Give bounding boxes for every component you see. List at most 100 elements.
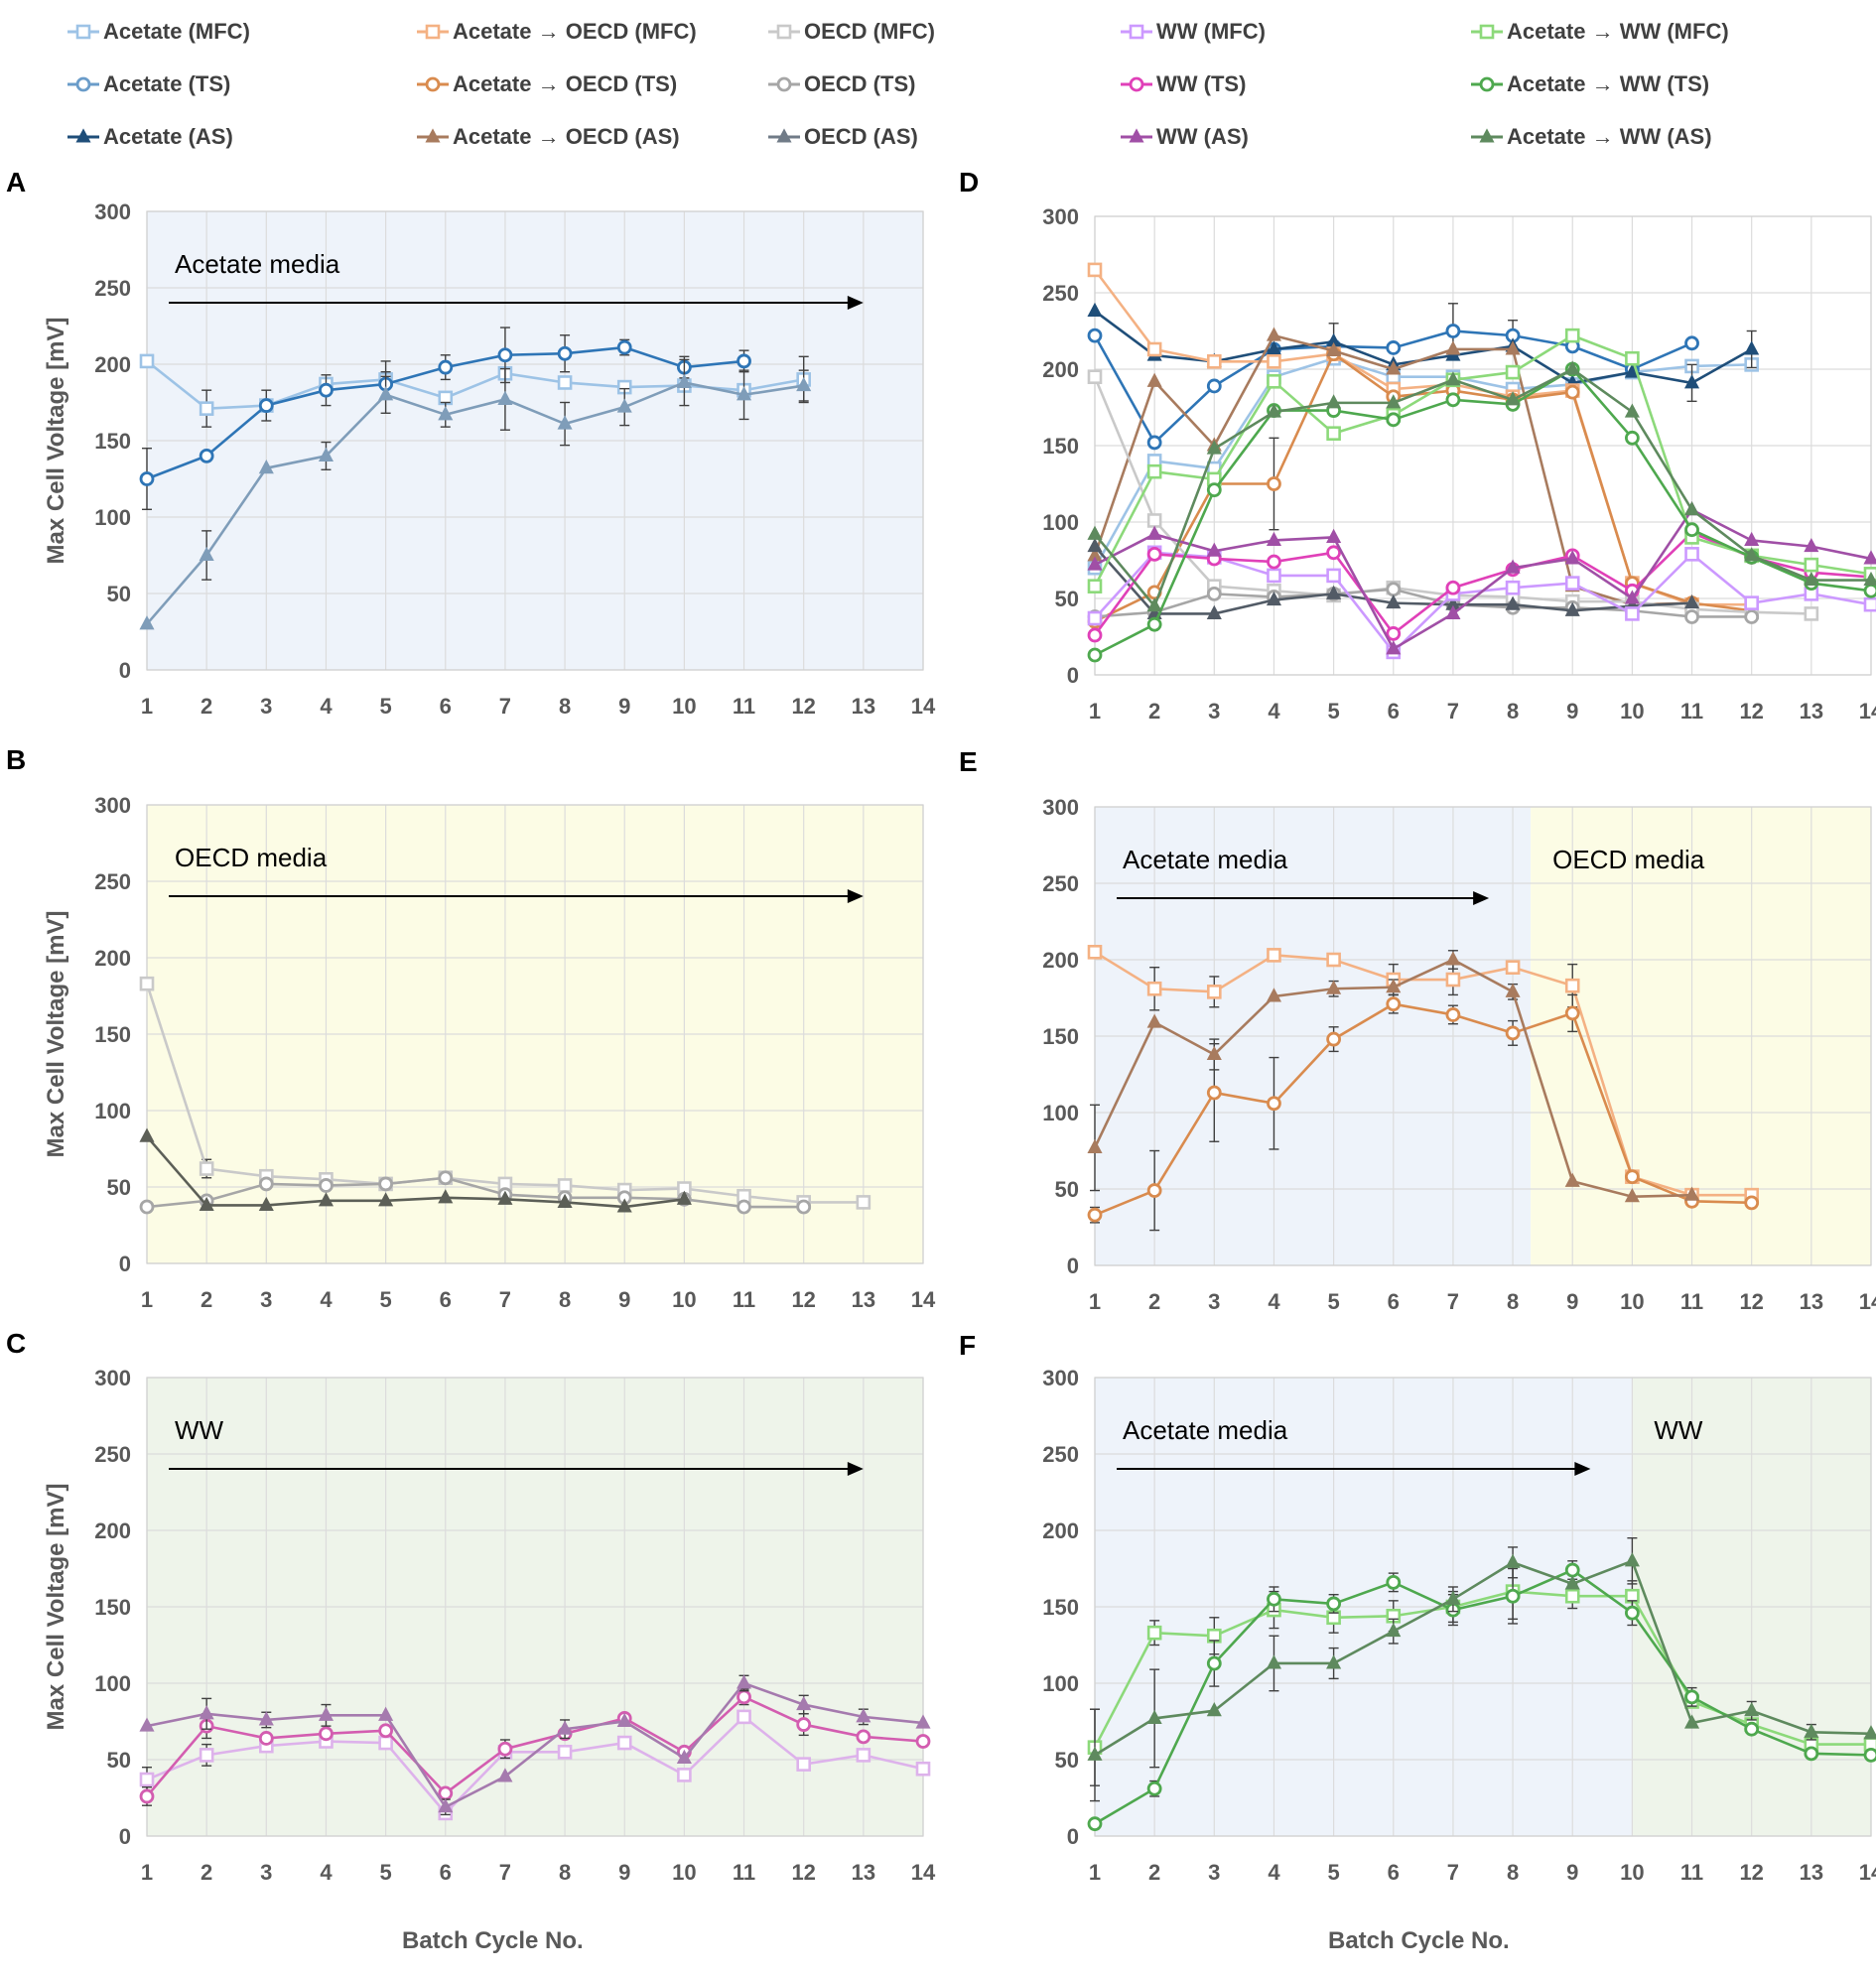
data-point [1505,983,1521,997]
y-tick-label: 250 [1042,1442,1079,1467]
data-point [1087,262,1103,278]
x-tick-label: 11 [733,1287,755,1312]
legend-item-ww-as: WW (AS) [1119,119,1249,155]
data-point [1804,557,1819,573]
data-point [616,1712,632,1728]
x-tick-label: 12 [791,1860,815,1885]
data-point [1445,340,1461,355]
data-point [1146,435,1162,451]
data-point [1206,1655,1222,1671]
panel-label-f: F [959,1330,977,1361]
data-point [438,1170,454,1186]
media-arrow [1117,1462,1591,1476]
data-point [1625,606,1640,621]
data-point [258,1176,274,1192]
series-acetate-as [139,358,812,630]
y-tick-label: 0 [1067,1253,1079,1278]
series-acetate-to-oecd-ts [1087,993,1760,1232]
data-point [1326,585,1342,599]
x-tick-label: 1 [141,1287,153,1312]
x-tick-label: 13 [1800,1860,1823,1885]
data-point [1266,340,1282,355]
x-tick-label: 12 [791,694,815,719]
x-tick-label: 3 [260,1287,272,1312]
y-tick-label: 300 [1042,795,1079,820]
data-point [1146,1709,1162,1724]
x-tick-label: 5 [379,1287,391,1312]
x-tick-label: 3 [260,694,272,719]
data-point [1624,1552,1640,1567]
x-axis-title-left: Batch Cycle No. [402,1927,584,1954]
data-point [1445,1590,1461,1605]
y-tick-label: 200 [94,946,131,971]
data-point [139,976,155,991]
legend-item-oecd-mfc: OECD (MFC) [766,14,935,50]
x-tick-label: 4 [1268,1860,1280,1885]
x-tick-label: 8 [559,1287,571,1312]
data-point [1267,476,1281,491]
data-point [318,1706,335,1721]
data-point [1326,1654,1342,1669]
data-point [438,1189,454,1204]
y-tick-label: 150 [1042,434,1079,459]
data-point [1445,324,1461,338]
data-point [319,382,334,398]
data-point [438,1785,454,1801]
data-point [1863,571,1876,587]
data-point [1386,582,1402,597]
data-point [856,1729,871,1745]
y-tick-label: 0 [1067,1824,1079,1849]
triangle-marker-icon [1121,128,1152,143]
x-tick-label: 3 [1208,699,1220,724]
data-point [1744,547,1760,562]
data-point [1624,1169,1640,1185]
y-tick-label: 0 [119,1252,131,1276]
data-point [557,345,573,361]
data-point [1863,583,1876,598]
panel-label-e: E [959,746,978,777]
data-point [1207,354,1222,369]
data-point [378,1192,394,1207]
data-point [1326,1596,1342,1612]
circle-marker-icon [67,76,99,92]
data-point [616,1198,632,1213]
data-point [1146,1780,1162,1796]
y-tick-label: 0 [119,1824,131,1849]
data-point [856,1708,871,1723]
data-point [258,460,274,474]
x-tick-label: 7 [499,1860,511,1885]
data-point [1445,1007,1461,1022]
data-point [1804,537,1819,553]
media-annotation-oecd-media: OECD media [175,843,328,872]
data-point [1206,1085,1222,1101]
data-point [1863,596,1876,612]
data-point [1087,1138,1103,1153]
x-tick-label: 7 [499,1287,511,1312]
data-point [1087,556,1103,571]
y-tick-label: 300 [1042,1366,1079,1390]
data-point [1386,640,1402,655]
x-tick-label: 4 [1268,699,1280,724]
data-point [1564,328,1580,343]
data-point [1087,1816,1103,1832]
data-point [1684,547,1699,562]
legend-marker [75,128,91,143]
x-tick-label: 7 [499,694,511,719]
data-point [1087,1207,1103,1223]
legend-marker [1129,76,1144,92]
data-point [1266,403,1282,418]
x-tick-label: 10 [672,1860,696,1885]
data-point [139,615,155,630]
x-tick-label: 6 [1388,699,1400,724]
data-point [1505,1025,1521,1041]
x-tick-label: 12 [791,1287,815,1312]
data-point [1683,1186,1700,1201]
series-line [1094,1559,1872,1757]
chart-panel-e: 0501001502002503001234567891011121314Ace… [988,789,1876,1384]
media-annotation-ww: WW [1654,1415,1703,1445]
series-acetate-to-ww-as [1087,360,1876,612]
data-point [1445,392,1461,408]
data-point [1146,981,1162,996]
data-point [1087,610,1103,626]
data-point [438,406,454,421]
